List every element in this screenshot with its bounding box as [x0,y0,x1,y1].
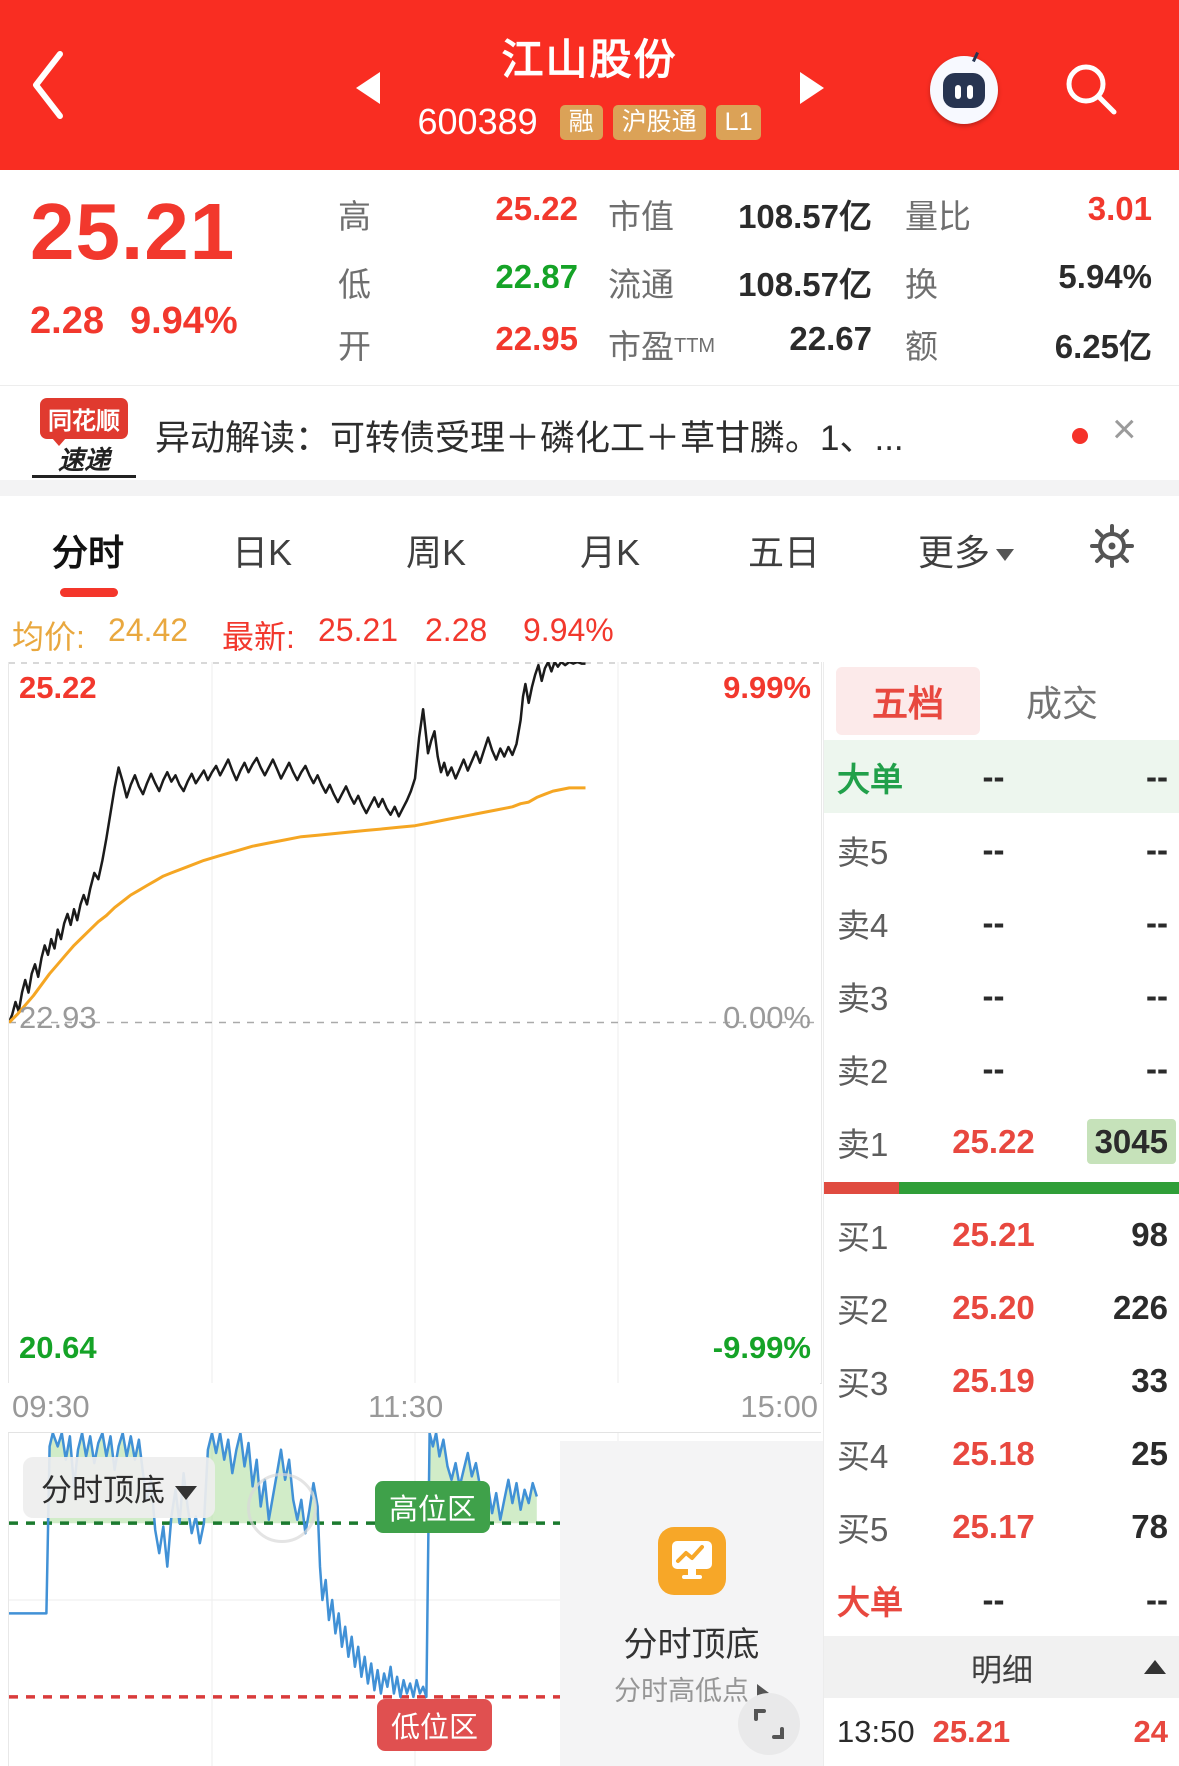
stock-badge: 沪股通 [612,104,706,140]
latest-label: 最新: [222,619,295,655]
back-icon[interactable] [28,48,68,122]
amount-value: 6.25亿 [1054,328,1152,365]
ylabel-bottom-pct: -9.99% [712,1330,811,1365]
tab-five-levels[interactable]: 五档 [836,667,981,735]
period-tabs: 分时 日K 周K 月K 五日 更多 [0,496,1179,600]
last-trade-row[interactable]: 13:50 25.21 24 [824,1698,1179,1766]
last-trade-price: 25.21 [932,1714,1011,1749]
pe-value: 22.67 [789,320,872,357]
low-label: 低 [338,266,371,303]
last-trade-volume: 24 [1133,1714,1168,1749]
avg-label: 均价: [12,619,85,655]
mcap-label: 市值 [608,198,674,235]
monitor-chart-icon [658,1527,726,1595]
float-value: 108.57亿 [738,266,872,303]
volratio-label: 量比 [905,198,971,235]
mcap-value: 108.57亿 [738,198,872,235]
ask-row-2[interactable]: 卖2 -- -- [837,1049,1168,1090]
expand-fullscreen-button[interactable] [738,1693,800,1755]
assistant-robot-icon[interactable] [930,51,998,124]
stock-badge: 融 [559,104,603,140]
stock-code: 600389 [417,101,538,142]
unread-dot [1072,428,1088,444]
turnover-label: 换 [905,266,938,303]
next-stock-arrow-icon[interactable] [800,72,824,104]
ask-row-3[interactable]: 卖3 -- -- [837,976,1168,1017]
header: 江山股份 600389 融沪股通 L1 [0,0,1179,170]
stock-title: 江山股份 [501,36,678,83]
ths-express-logo: 同花顺 速递 [32,398,136,478]
turnover-value: 5.94% [1058,258,1152,295]
ask-row-4[interactable]: 卖4 -- -- [837,903,1168,944]
intraday-chart[interactable]: 25.22 9.99% 22.93 0.00% 20.64 -9.99% [8,662,822,1384]
tab-周K[interactable]: 周K [405,532,467,573]
bid-row-4[interactable]: 买4 25.18 25 [837,1434,1168,1475]
detail-row[interactable]: 明细 [824,1636,1179,1698]
ylabel-mid-pct: 0.00% [723,1000,811,1035]
buy-sell-ratio-bar [824,1178,1179,1198]
bid-row-2[interactable]: 买2 25.20 226 [837,1288,1168,1329]
price-change: 2.28 9.94% [30,300,238,342]
ylabel-mid-price: 22.93 [19,1000,97,1035]
amount-label: 额 [905,328,938,365]
collapse-arrow-icon [1144,1660,1166,1674]
volratio-value: 3.01 [1087,190,1152,227]
big-order-buy-row[interactable]: 大单 -- -- [837,1580,1168,1621]
prev-stock-arrow-icon[interactable] [356,72,380,104]
indicator-tool-card[interactable]: 分时顶底 分时高低点 [560,1441,823,1766]
float-label: 流通 [608,266,674,303]
bid-row-1[interactable]: 买1 25.21 98 [837,1215,1168,1256]
low-value: 22.87 [495,258,578,295]
bid-row-5[interactable]: 买5 25.17 78 [837,1507,1168,1548]
search-icon[interactable] [1058,56,1124,122]
chart-settings-gear-icon[interactable] [1086,520,1138,572]
high-label: 高 [338,198,371,235]
low-zone-badge: 低位区 [377,1699,493,1751]
last-price: 25.21 [30,187,236,276]
high-zone-badge: 高位区 [375,1481,491,1533]
tool-card-title: 分时顶底 [623,1626,760,1664]
stock-badges: 融沪股通 L1 [550,104,762,140]
indicator-selector[interactable]: 分时顶底 [23,1457,215,1518]
avg-value: 24.42 [108,612,189,648]
time-axis: 09:30 11:30 15:00 [8,1383,820,1432]
bid-row-3[interactable]: 买3 25.19 33 [837,1361,1168,1402]
avg-latest-row: 均价: 24.42 最新: 25.21 2.28 9.94% [0,600,1179,662]
ticker-text: 异动解读：可转债受理＋磷化工＋草甘膦。1、... [155,419,904,458]
tab-月K[interactable]: 月K [579,532,641,573]
chevron-down-icon [175,1485,197,1500]
quote-stats: 25.21 2.28 9.94% 高 25.22 低 22.87 开 22.95 … [0,170,1179,385]
ylabel-top-price: 25.22 [19,670,97,705]
tab-五日[interactable]: 五日 [747,532,821,573]
news-ticker[interactable]: 同花顺 速递 异动解读：可转债受理＋磷化工＋草甘膦。1、... × [0,385,1179,481]
caret-down-icon [996,549,1015,562]
time-close: 15:00 [740,1389,818,1424]
stock-badge: L1 [715,104,762,140]
big-order-sell-row[interactable]: 大单 -- -- [824,740,1179,813]
ylabel-top-pct: 9.99% [723,670,811,705]
latest-pct: 9.94% [523,612,614,648]
watermark-icon [247,1473,317,1543]
time-mid: 11:30 [368,1389,444,1424]
ylabel-bottom-price: 20.64 [19,1330,97,1365]
tab-more[interactable]: 更多 [918,524,1015,576]
active-tab-underline [60,588,118,597]
ask-row-1[interactable]: 卖1 25.22 3045 [824,1105,1179,1178]
time-open: 09:30 [12,1389,90,1424]
tab-分时[interactable]: 分时 [51,532,125,573]
pe-label: 市盈 [608,328,674,365]
latest-change: 2.28 [425,612,488,648]
order-book-panel: 五档 成交 大单 -- -- 卖5 -- -- 卖4 -- -- 卖3 -- -- 卖2 -- -- 卖1 25… [823,662,1179,1766]
ask-row-5[interactable]: 卖5 -- -- [837,830,1168,871]
tab-日K[interactable]: 日K [231,532,293,573]
open-value: 22.95 [495,320,578,357]
section-divider [0,480,1179,496]
ticker-close-icon[interactable]: × [1112,405,1137,452]
tab-deals[interactable]: 成交 [1026,683,1099,724]
latest-value: 25.21 [318,612,399,648]
high-value: 25.22 [495,190,578,227]
open-label: 开 [338,328,371,365]
last-trade-time: 13:50 [837,1714,915,1749]
